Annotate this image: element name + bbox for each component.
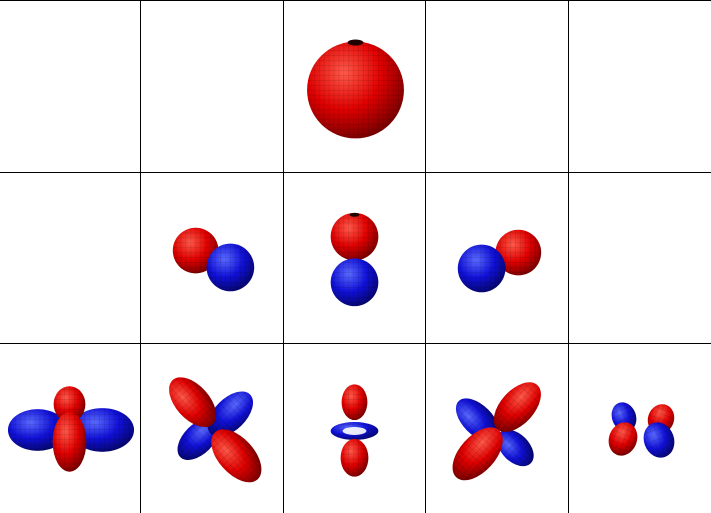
cell-r1-c2 — [141, 0, 284, 173]
cell-r2-c3 — [284, 173, 426, 344]
cell-r1-c4 — [426, 0, 569, 173]
cell-r3-c1 — [0, 344, 141, 513]
p-orbital-right — [457, 229, 542, 293]
cell-r2-c5 — [569, 173, 711, 344]
cell-r2-c4 — [426, 173, 569, 344]
p-orbital-left — [172, 227, 255, 292]
cell-r3-c2 — [141, 344, 284, 513]
cell-r1-c3 — [284, 0, 426, 173]
cell-r1-c5 — [569, 0, 711, 173]
s-orbital — [307, 39, 404, 139]
d-orbital-small — [608, 402, 675, 458]
d-orbital-diag-b — [452, 382, 541, 481]
p-orbital-vertical — [330, 212, 379, 307]
cell-r3-c4 — [426, 344, 569, 513]
d-orbital-z2 — [330, 384, 379, 477]
cell-r2-c2 — [141, 173, 284, 344]
d-orbital-diag-a — [169, 377, 262, 483]
d-orbital-x2y2 — [7, 386, 135, 472]
cell-r3-c5 — [569, 344, 711, 513]
cell-r1-c1 — [0, 0, 141, 173]
cell-r2-c1 — [0, 173, 141, 344]
cell-r3-c3 — [284, 344, 426, 513]
